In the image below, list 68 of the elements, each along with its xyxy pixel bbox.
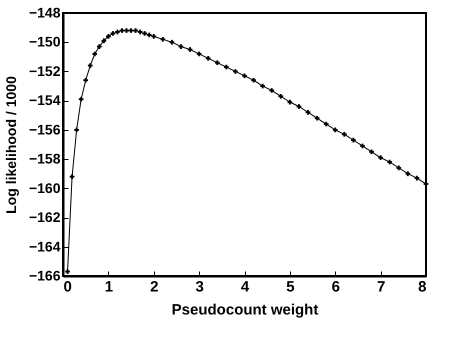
point <box>124 28 129 33</box>
point <box>406 171 410 176</box>
point <box>151 34 156 39</box>
y-tick-label: −152 <box>28 62 61 79</box>
y-tick-label: −166 <box>28 268 61 284</box>
point <box>324 122 329 126</box>
point <box>96 44 102 49</box>
x-tick-label: 3 <box>195 278 204 296</box>
point <box>92 52 98 56</box>
y-tick-label: −162 <box>28 209 61 226</box>
point <box>332 128 338 132</box>
x-tick-label: 7 <box>376 278 386 296</box>
point <box>128 28 134 33</box>
point <box>387 160 392 164</box>
point <box>115 30 120 34</box>
point <box>242 73 247 78</box>
point <box>110 31 116 36</box>
point <box>83 78 88 83</box>
point <box>160 36 166 42</box>
point <box>133 28 138 33</box>
point <box>369 149 374 154</box>
y-tick-label: −154 <box>28 92 61 108</box>
point <box>88 63 93 68</box>
y-axis-title: Log likelihood / 1000 <box>2 76 19 214</box>
point <box>351 138 356 142</box>
x-tick-label: 5 <box>286 278 295 296</box>
point <box>269 88 274 93</box>
y-tick-label: −158 <box>28 150 61 167</box>
point <box>142 31 148 36</box>
point <box>70 174 74 179</box>
point <box>78 96 84 102</box>
point <box>396 166 402 170</box>
point <box>288 100 292 104</box>
point <box>260 84 265 88</box>
point <box>138 30 142 34</box>
x-tick-label: 0 <box>64 278 72 296</box>
point <box>296 104 302 109</box>
point <box>170 40 174 45</box>
point <box>178 44 184 49</box>
point <box>74 128 79 132</box>
y-tick-label: −164 <box>28 238 61 254</box>
x-tick-label: 2 <box>150 278 158 296</box>
point <box>360 144 365 148</box>
point <box>196 52 202 56</box>
point <box>214 60 220 66</box>
point <box>224 64 229 70</box>
point <box>314 116 320 121</box>
point <box>306 110 310 115</box>
x-tick-label: 8 <box>418 278 426 296</box>
point <box>233 69 238 74</box>
point <box>342 132 347 137</box>
y-tick-label: −160 <box>28 180 61 196</box>
point <box>378 155 383 160</box>
x-axis-title: Pseudocount weight <box>172 302 318 318</box>
x-tick-label: 1 <box>104 278 114 296</box>
x-tick-label: 6 <box>332 278 340 296</box>
point <box>146 32 152 38</box>
point <box>106 34 111 39</box>
point <box>120 28 124 33</box>
y-tick-label: −150 <box>28 34 61 50</box>
point <box>188 47 192 52</box>
point <box>101 38 106 44</box>
point <box>251 78 256 83</box>
y-tick-label: −156 <box>28 121 61 138</box>
y-tick-label: −148 <box>28 4 61 20</box>
point <box>65 269 70 274</box>
x-tick-label: 4 <box>240 278 250 296</box>
point <box>414 176 420 180</box>
